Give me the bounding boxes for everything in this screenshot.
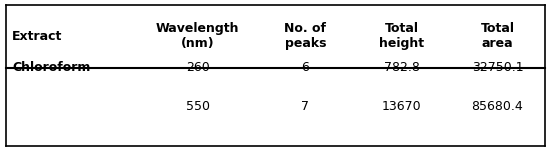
Text: 6: 6: [301, 61, 310, 74]
Text: 13670: 13670: [382, 100, 422, 113]
Text: Total
height: Total height: [379, 22, 424, 50]
Text: 550: 550: [186, 100, 209, 113]
Text: 782.8: 782.8: [383, 61, 419, 74]
Text: 260: 260: [186, 61, 209, 74]
Text: Extract: Extract: [12, 30, 62, 42]
Text: Chloroform: Chloroform: [12, 61, 90, 74]
Text: Total
area: Total area: [480, 22, 515, 50]
Text: Wavelength
(nm): Wavelength (nm): [156, 22, 239, 50]
Text: 32750.1: 32750.1: [472, 61, 523, 74]
Text: No. of
peaks: No. of peaks: [284, 22, 327, 50]
Text: 85680.4: 85680.4: [472, 100, 523, 113]
Text: 7: 7: [301, 100, 310, 113]
